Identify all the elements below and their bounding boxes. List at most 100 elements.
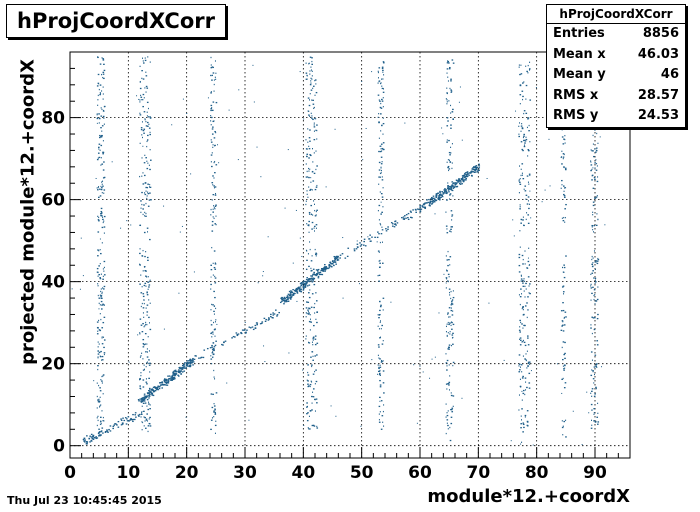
data-point — [99, 188, 101, 190]
data-point — [391, 223, 394, 225]
data-point — [527, 309, 529, 311]
data-point — [100, 207, 103, 210]
data-point — [142, 402, 145, 404]
data-point — [98, 143, 101, 145]
data-point — [107, 431, 109, 433]
data-point — [306, 277, 309, 279]
data-point — [214, 335, 216, 337]
data-point — [101, 292, 103, 295]
data-point — [313, 425, 316, 427]
data-point — [382, 262, 384, 264]
data-point — [149, 389, 151, 391]
data-point — [142, 105, 144, 108]
data-point — [477, 171, 479, 173]
data-point — [303, 282, 305, 285]
data-point — [167, 382, 169, 384]
data-point — [457, 180, 460, 183]
data-point — [306, 193, 308, 196]
data-point — [296, 291, 299, 294]
data-point — [520, 141, 523, 143]
data-point — [522, 431, 524, 433]
data-point — [144, 420, 146, 422]
data-point — [163, 328, 165, 330]
data-point — [379, 364, 381, 366]
data-point — [592, 286, 594, 288]
data-point — [83, 440, 85, 442]
data-point — [143, 97, 145, 99]
data-point — [518, 256, 521, 259]
data-point — [346, 255, 349, 258]
data-point — [390, 301, 392, 303]
data-point — [281, 300, 283, 302]
data-point — [378, 266, 380, 269]
data-point — [142, 78, 145, 80]
data-point — [451, 300, 453, 302]
data-point — [382, 187, 384, 189]
data-point — [310, 112, 312, 115]
data-point — [315, 118, 317, 120]
data-point — [447, 264, 449, 267]
data-point — [377, 364, 379, 366]
data-point — [213, 403, 215, 405]
data-point — [445, 432, 447, 435]
data-point — [158, 386, 161, 388]
data-point — [415, 209, 417, 211]
data-point — [478, 167, 481, 169]
data-point — [155, 386, 157, 389]
data-point — [210, 74, 212, 77]
data-point — [285, 296, 288, 299]
data-point — [519, 181, 521, 183]
data-point — [382, 382, 385, 384]
data-point — [448, 389, 450, 391]
data-point — [593, 155, 595, 158]
data-point — [377, 82, 379, 84]
data-point — [378, 274, 381, 276]
data-point — [306, 301, 308, 303]
data-point — [310, 279, 313, 281]
data-point — [526, 302, 528, 304]
data-point — [148, 359, 150, 361]
data-point — [320, 268, 323, 270]
data-point — [103, 192, 105, 194]
data-point — [213, 415, 215, 418]
data-point — [525, 359, 527, 362]
data-point — [213, 310, 215, 313]
data-point — [523, 139, 526, 142]
data-point — [307, 280, 309, 282]
data-point — [452, 183, 454, 185]
data-point — [143, 231, 146, 234]
data-point — [465, 175, 468, 178]
data-point — [323, 268, 326, 270]
data-point — [382, 117, 384, 119]
data-point — [591, 168, 593, 171]
data-point — [462, 176, 464, 179]
data-point — [450, 321, 452, 323]
data-point — [432, 201, 435, 203]
data-point — [378, 176, 380, 178]
data-point — [518, 294, 520, 296]
data-point — [102, 140, 104, 142]
data-point — [294, 289, 297, 291]
data-point — [306, 78, 308, 80]
data-point — [148, 403, 150, 405]
data-point — [314, 355, 317, 357]
data-point — [590, 427, 593, 429]
data-point — [448, 68, 451, 70]
data-point — [262, 271, 264, 273]
data-point — [172, 376, 175, 379]
data-point — [452, 118, 454, 121]
chart-title: hProjCoordXCorr — [6, 4, 226, 38]
data-point — [590, 161, 592, 163]
data-point — [108, 428, 110, 431]
data-point — [379, 358, 381, 360]
data-point — [563, 317, 565, 319]
data-point — [308, 341, 310, 344]
data-point — [336, 255, 338, 258]
data-point — [590, 287, 593, 289]
data-point — [311, 281, 314, 283]
data-point — [460, 181, 462, 183]
data-point — [465, 179, 467, 181]
data-point — [448, 62, 450, 64]
data-point — [216, 323, 218, 325]
data-point — [305, 163, 307, 165]
